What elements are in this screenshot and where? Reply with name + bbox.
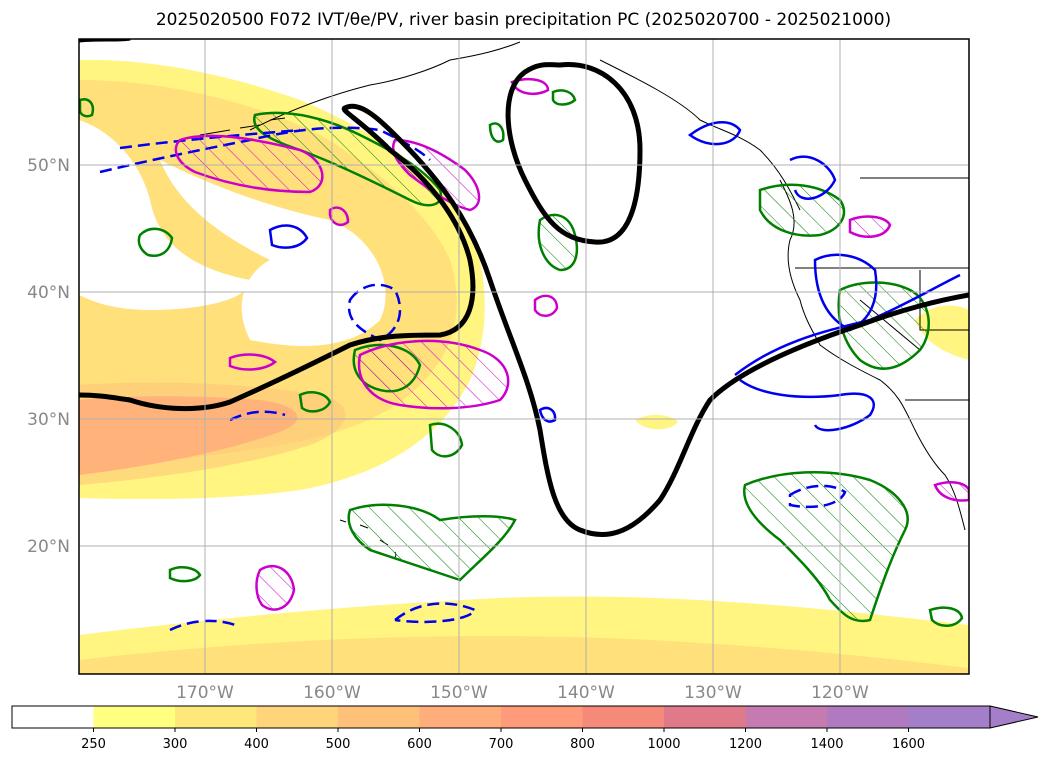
lat-label: 20°N bbox=[27, 537, 70, 557]
precip-contour-south bbox=[255, 564, 296, 611]
lon-label: 130°W bbox=[684, 683, 742, 703]
pv-contour-small-3 bbox=[551, 89, 577, 106]
pv-contour-hawaii bbox=[347, 503, 517, 582]
ivt-small-patch bbox=[635, 414, 678, 430]
colorbar-swatch bbox=[175, 706, 257, 728]
colorbar-label: 1400 bbox=[810, 737, 843, 752]
colorbar-swatch bbox=[827, 706, 909, 728]
theta-e-solid-california bbox=[813, 253, 878, 332]
colorbar-swatch bbox=[664, 706, 746, 728]
lon-labels: 170°W 160°W 150°W 140°W 130°W 120°W bbox=[176, 683, 869, 703]
map-frame bbox=[78, 38, 970, 675]
pv-contour-bc bbox=[758, 183, 846, 237]
colorbar-swatch bbox=[745, 706, 828, 728]
colorbar-swatch bbox=[12, 706, 94, 728]
pv-contour-small-1 bbox=[298, 391, 332, 413]
theta-e-solid-small bbox=[538, 406, 557, 423]
colorbar-label: 1200 bbox=[729, 737, 762, 752]
pv-contour-small-2 bbox=[428, 422, 464, 458]
lat-label: 40°N bbox=[27, 283, 70, 303]
pv-contour-ridge bbox=[537, 213, 579, 272]
lat-label: 30°N bbox=[27, 410, 70, 430]
colorbar-swatch bbox=[501, 706, 583, 728]
pv-contour-small-5 bbox=[168, 566, 202, 583]
pv-contour-small-6 bbox=[928, 606, 964, 627]
precip-contour-aleutian bbox=[174, 134, 324, 194]
pv-contour-west bbox=[137, 227, 174, 257]
colorbar-label: 500 bbox=[326, 737, 351, 752]
lon-label: 140°W bbox=[557, 683, 615, 703]
pv-contour-small-7 bbox=[488, 122, 505, 143]
map-panel bbox=[79, 39, 969, 674]
precip-contour-ridge bbox=[510, 78, 550, 96]
lon-label: 150°W bbox=[430, 683, 488, 703]
lat-labels: 50°N 40°N 30°N 20°N bbox=[27, 156, 70, 557]
colorbar-label: 1600 bbox=[892, 737, 925, 752]
jet-contour-ridge bbox=[505, 61, 643, 245]
theta-e-dashed-south bbox=[169, 410, 477, 632]
colorbar-label: 1000 bbox=[647, 737, 680, 752]
gridlines bbox=[79, 39, 969, 674]
colorbar-swatch bbox=[256, 706, 339, 728]
precip-contour-central bbox=[357, 339, 510, 410]
theta-e-dashed-east bbox=[788, 484, 847, 509]
colorbar-label: 250 bbox=[81, 737, 106, 752]
jet-contour-west bbox=[79, 103, 969, 538]
precip-contour-coast bbox=[848, 215, 969, 502]
colorbar-label: 300 bbox=[163, 737, 188, 752]
lat-label: 50°N bbox=[27, 156, 70, 176]
colorbar-swatch bbox=[582, 706, 665, 728]
lon-label: 170°W bbox=[176, 683, 234, 703]
pv-contour-small-4 bbox=[79, 98, 95, 118]
theta-e-dashed-mid bbox=[347, 283, 402, 342]
ivt-core-mid bbox=[79, 382, 346, 485]
colorbar-swatch bbox=[908, 706, 991, 728]
colorbar-label: 600 bbox=[407, 737, 432, 752]
west-coast bbox=[779, 179, 966, 531]
pv-contour-east-pacific bbox=[742, 470, 909, 623]
colorbar-swatch bbox=[93, 706, 176, 728]
theta-e-solid-bc bbox=[687, 121, 837, 200]
ivt-southern-band-inner bbox=[79, 636, 969, 674]
colorbar: 250 300 400 500 600 700 800 1000 1200 1400 1600 bbox=[11, 705, 1039, 752]
alaska-coast bbox=[249, 41, 801, 211]
colorbar-label: 700 bbox=[489, 737, 514, 752]
map-title: 2025020500 F072 IVT/θe/PV, river basin p… bbox=[155, 10, 892, 30]
colorbar-swatch bbox=[419, 706, 502, 728]
theta-e-contours bbox=[99, 121, 961, 632]
colorbar-label: 400 bbox=[244, 737, 269, 752]
lon-label: 120°W bbox=[811, 683, 869, 703]
theta-e-solid-nw bbox=[268, 224, 309, 249]
colorbar-extend-arrow bbox=[989, 705, 1039, 729]
colorbar-label: 800 bbox=[570, 737, 595, 752]
lon-label: 160°W bbox=[303, 683, 361, 703]
colorbar-swatch bbox=[338, 706, 420, 728]
ivt-hole-clear bbox=[160, 160, 386, 346]
